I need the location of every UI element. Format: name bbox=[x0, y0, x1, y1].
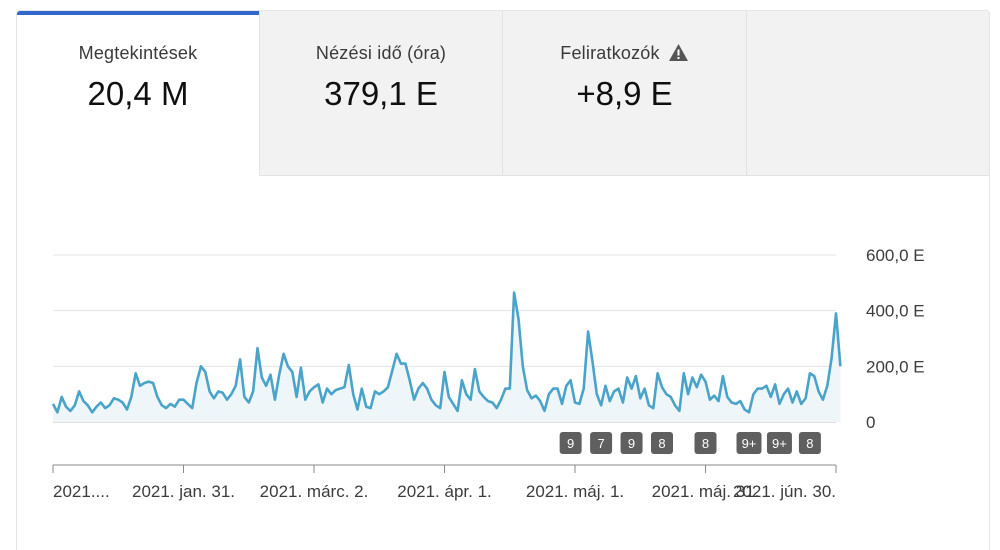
annotation-badge-label: 8 bbox=[806, 436, 813, 451]
annotation-badge-bg bbox=[651, 432, 673, 454]
annotation-badge-bg bbox=[694, 432, 717, 454]
annotation-badge-bg bbox=[590, 432, 613, 454]
y-axis: 0 200,0 E 400,0 E 600,0 E bbox=[866, 246, 925, 432]
annotation-badge[interactable]: 9 bbox=[620, 432, 643, 454]
annotation-badge[interactable]: 8 bbox=[798, 432, 821, 454]
annotation-badge[interactable]: 8 bbox=[651, 432, 673, 454]
annotation-badge-label: 9+ bbox=[742, 436, 757, 451]
annotation-badge-label: 7 bbox=[597, 436, 604, 451]
tab-watch-time-value: 379,1 E bbox=[324, 75, 438, 112]
annotation-badge-bg bbox=[798, 432, 821, 454]
y-tick-label: 0 bbox=[866, 413, 875, 432]
annotation-badge-label: 9 bbox=[567, 436, 574, 451]
tab-subscribers-label: Feliratkozók bbox=[560, 43, 660, 63]
annotation-badges: 9 7 9 8 8 9+ 9+ 8 bbox=[559, 432, 821, 454]
tab-watch-time-label: Nézési idő (óra) bbox=[315, 43, 447, 63]
annotation-badge[interactable]: 9+ bbox=[766, 432, 792, 454]
annotation-badge-bg bbox=[766, 432, 792, 454]
series-area bbox=[53, 292, 841, 422]
x-tick-label: 2021. márc. 2. bbox=[260, 482, 369, 501]
tab-subscribers-value: +8,9 E bbox=[576, 75, 673, 112]
x-tick-label: 2021. ápr. 1. bbox=[397, 482, 492, 501]
annotation-badge-bg bbox=[559, 432, 582, 454]
annotation-badge-label: 8 bbox=[658, 436, 665, 451]
x-axis: 2021.... 2021. jan. 31. 2021. márc. 2. 2021… bbox=[52, 464, 837, 501]
analytics-card: Megtekintések 20,4 M Nézési idő (óra) 37… bbox=[16, 10, 990, 550]
y-tick-label: 400,0 E bbox=[866, 302, 925, 321]
x-tick-label: 2021.... bbox=[53, 482, 110, 501]
x-tick-label: 2021. máj. 1. bbox=[526, 482, 624, 501]
y-tick-label: 200,0 E bbox=[866, 357, 925, 376]
annotation-badge[interactable]: 7 bbox=[590, 432, 613, 454]
annotation-badge-label: 8 bbox=[702, 436, 709, 451]
series-line bbox=[51, 291, 842, 414]
tab-more[interactable] bbox=[747, 11, 989, 176]
annotation-badge-label: 9+ bbox=[772, 436, 787, 451]
tab-watch-time[interactable]: Nézési idő (óra) 379,1 E bbox=[260, 11, 503, 176]
annotation-badge[interactable]: 9+ bbox=[736, 432, 762, 454]
x-tick-label: 2021. jan. 31. bbox=[132, 482, 235, 501]
metric-tabs: Megtekintések 20,4 M Nézési idő (óra) 37… bbox=[17, 11, 989, 176]
annotation-badge[interactable]: 8 bbox=[694, 432, 717, 454]
annotation-badge-bg bbox=[620, 432, 643, 454]
tab-views-label: Megtekintések bbox=[78, 43, 198, 63]
tab-subscribers[interactable]: Feliratkozók +8,9 E bbox=[503, 11, 747, 176]
tab-views[interactable]: Megtekintések 20,4 M bbox=[17, 11, 260, 176]
tab-subscribers-label-row: Feliratkozók bbox=[503, 43, 746, 67]
x-tick-label: 2021. jún. 30. bbox=[733, 482, 836, 501]
annotation-badge[interactable]: 9 bbox=[559, 432, 582, 454]
x-tick-label: 2021. máj. 31. bbox=[652, 482, 760, 501]
y-tick-label: 600,0 E bbox=[866, 246, 925, 265]
tab-views-value: 20,4 M bbox=[87, 75, 189, 112]
annotation-badge-label: 9 bbox=[628, 436, 635, 451]
warning-triangle-icon[interactable] bbox=[668, 43, 689, 67]
annotation-badge-bg bbox=[736, 432, 762, 454]
